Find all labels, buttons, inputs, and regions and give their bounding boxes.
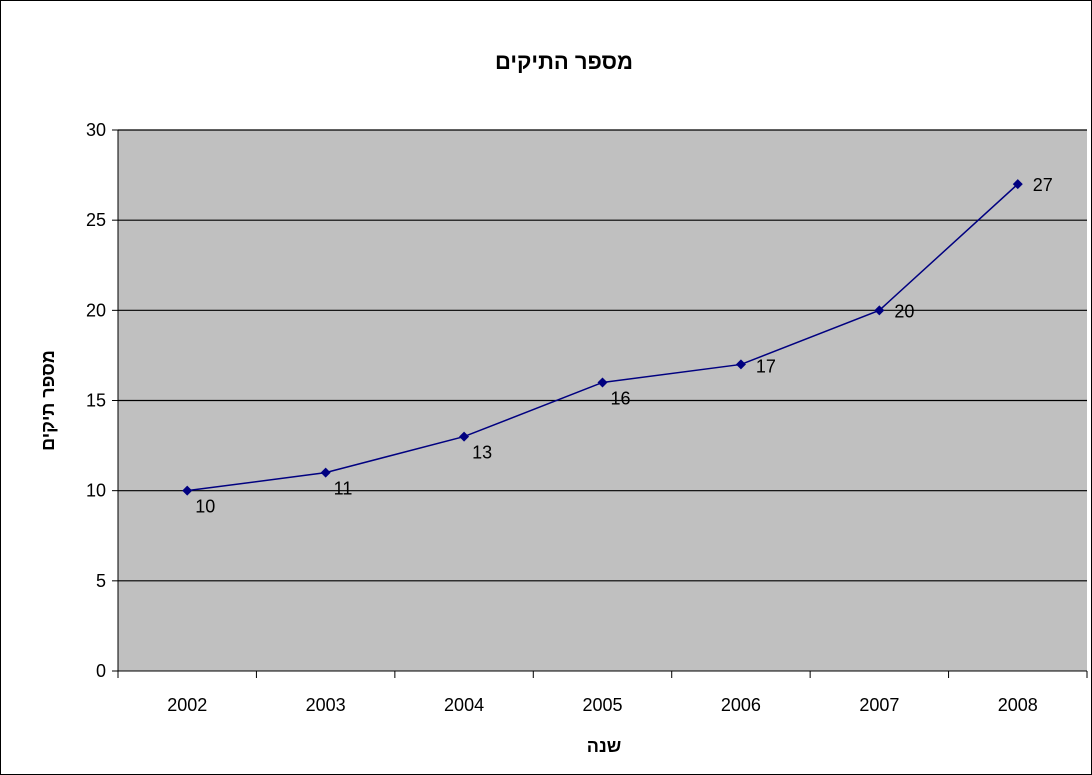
data-point	[1012, 179, 1023, 190]
y-tick-label: 20	[86, 300, 106, 320]
data-label: 11	[334, 479, 353, 499]
data-label: 27	[1033, 175, 1053, 195]
x-tick-label: 2006	[721, 695, 761, 715]
x-tick-labels: 2002 2003 2004 2005 2006 2007 2008	[167, 695, 1038, 715]
data-point	[874, 305, 885, 316]
y-tick-label: 0	[96, 661, 106, 681]
x-tick-label: 2007	[859, 695, 899, 715]
data-point	[735, 359, 746, 370]
data-label: 20	[894, 301, 914, 321]
y-tick-label: 25	[86, 210, 106, 230]
y-tick-label: 15	[86, 391, 106, 411]
y-tick-label: 10	[86, 481, 106, 501]
x-tick-label: 2008	[998, 695, 1038, 715]
x-axis-title: שנה	[587, 736, 621, 756]
x-tick-label: 2004	[444, 695, 484, 715]
x-tick-label: 2005	[582, 695, 622, 715]
data-labels: 10 11 13 16 17 20 27	[195, 175, 1053, 517]
y-tick-label: 5	[96, 571, 106, 591]
chart-title: מספר התיקים	[495, 49, 633, 74]
data-point	[597, 377, 608, 388]
y-axis-title: מספר תיקים	[38, 350, 58, 451]
data-point	[459, 431, 470, 442]
data-label: 16	[611, 388, 631, 408]
data-label: 13	[472, 443, 492, 463]
data-point	[182, 485, 193, 496]
data-label: 10	[195, 497, 215, 517]
x-tick-label: 2003	[306, 695, 346, 715]
x-tick-label: 2002	[167, 695, 207, 715]
y-tick-labels: 0 5 10 15 20 25 30	[86, 120, 106, 681]
data-label: 17	[756, 356, 776, 376]
data-point	[320, 467, 331, 478]
gridlines	[118, 129, 1087, 582]
axes	[112, 129, 1088, 678]
series-group	[182, 179, 1023, 496]
y-tick-label: 30	[86, 120, 106, 140]
